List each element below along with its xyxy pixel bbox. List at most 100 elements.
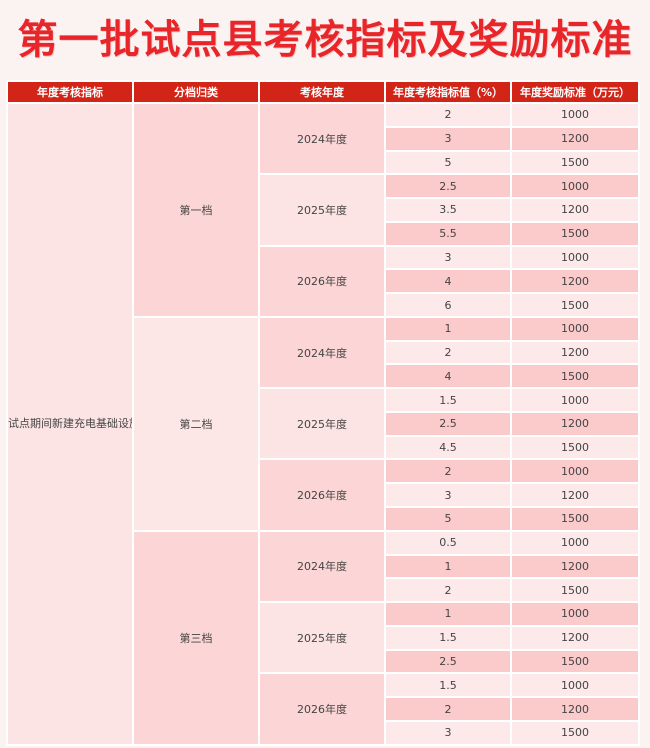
reward-cell: 1000 [510,244,640,271]
target-value-cell: 1 [384,553,512,580]
target-value-cell: 4.5 [384,434,512,461]
tier-cell: 第二档 [132,315,260,532]
reward-cell: 1200 [510,268,640,295]
header-year: 考核年度 [258,80,386,104]
target-value-cell: 2.5 [384,173,512,200]
target-value-cell: 5 [384,149,512,176]
year-cell: 2026年度 [258,458,386,532]
year-cell: 2025年度 [258,601,386,675]
reward-cell: 1500 [510,292,640,318]
reward-cell: 1200 [510,197,640,223]
reward-cell: 1500 [510,220,640,247]
table-row: 4 1200 [7,268,640,295]
target-value-cell: 2.5 [384,648,512,675]
header-tier: 分档归类 [132,80,260,104]
reward-cell: 1000 [510,173,640,200]
table-row: 第二档 2024年度 1 1000 [7,315,640,532]
reward-cell: 1500 [510,363,640,390]
year-cell: 2025年度 [258,387,386,461]
header-target-value: 年度考核指标值（%） [384,80,512,104]
target-value-cell: 2 [384,577,512,604]
target-value-cell: 4 [384,268,512,295]
target-value-cell: 0.5 [384,529,512,556]
year-cell: 2026年度 [258,244,386,318]
target-value-cell: 1 [384,315,512,342]
reward-cell: 1000 [510,387,640,413]
year-cell: 2026年度 [258,672,386,746]
table-body: 试点期间新建充电基础设施功率利用率第一档2024年度21000312005150… [6,101,640,747]
table-row: 5 1500 [7,506,640,532]
target-value-cell: 3 [384,719,512,747]
reward-cell: 1200 [510,624,640,651]
target-value-cell: 2 [384,102,512,128]
target-value-cell: 1.5 [384,387,512,413]
table-row: 4.5 1500 [7,434,640,461]
table-row: 1.5 1200 [7,624,640,651]
table-row: 第三档 2024年度 0.5 1000 [7,529,640,747]
indicator-cell: 试点期间新建充电基础设施功率利用率 [6,102,134,746]
reward-cell: 1200 [510,410,640,437]
table-row: 2.5 1200 [7,410,640,437]
target-value-cell: 1 [384,601,512,627]
table-row: 6 1500 [7,292,640,318]
table-row: 2025年度 1.5 1000 [7,387,640,461]
reward-cell: 1500 [510,149,640,176]
table-row: 试点期间新建充电基础设施功率利用率第一档2024年度21000 [6,101,640,746]
year-cell: 2024年度 [258,315,386,390]
table-row: 2026年度 2 1000 [7,458,640,532]
reward-cell: 1000 [510,672,640,699]
header-reward: 年度奖励标准（万元） [510,80,640,104]
reward-cell: 1000 [510,315,640,342]
reward-cell: 1500 [510,648,640,675]
table-row: 2025年度 1 1000 [7,601,640,675]
header-indicator: 年度考核指标 [6,80,134,104]
reward-cell: 1000 [510,458,640,485]
table-row: 5.5 1500 [7,220,640,247]
target-value-cell: 1.5 [384,672,512,699]
reward-cell: 1000 [510,529,640,556]
table-row: 2 1500 [7,577,640,604]
table-row: 5 1500 [7,149,640,176]
reward-cell: 1200 [510,339,640,366]
table-row: 2 1200 [7,339,640,366]
reward-cell: 1500 [510,434,640,461]
table-row: 2026年度 1.5 1000 [7,672,640,746]
target-value-cell: 2.5 [384,410,512,437]
reward-cell: 1200 [510,482,640,509]
header-row: 年度考核指标 分档归类 考核年度 年度考核指标值（%） 年度奖励标准（万元） [6,80,640,104]
target-value-cell: 2 [384,696,512,722]
table-row: 4 1500 [7,363,640,390]
table-row: 3 1200 [7,125,640,152]
target-value-cell: 1.5 [384,624,512,651]
year-cell: 2024年度 [258,101,386,176]
table-row: 2 1200 [7,696,640,722]
table-row: 2.5 1500 [7,648,640,675]
reward-cell: 1000 [510,102,640,128]
target-value-cell: 3 [384,244,512,271]
reward-cell: 1500 [510,719,640,747]
tier-cell: 第三档 [132,529,260,747]
table-row: 3.5 1200 [7,197,640,223]
target-value-cell: 3 [384,482,512,509]
target-value-cell: 4 [384,363,512,390]
table-row: 3 1200 [7,482,640,509]
reward-cell: 1500 [510,577,640,604]
page-title: 第一批试点县考核指标及奖励标准 [17,17,633,63]
year-cell: 2025年度 [258,173,386,247]
reward-cell: 1000 [510,601,640,627]
reward-cell: 1200 [510,125,640,152]
reward-cell: 1200 [510,696,640,722]
table-row: 1 1200 [7,553,640,580]
target-value-cell: 2 [384,339,512,366]
year-cell: 2024年度 [258,529,386,604]
target-value-cell: 3 [384,125,512,152]
tier-cell: 第一档 [132,102,260,318]
table-row: 2025年度 2.5 1000 [7,173,640,247]
reward-cell: 1500 [510,506,640,532]
table-row: 2026年度 3 1000 [7,244,640,318]
reward-cell: 1200 [510,553,640,580]
target-value-cell: 5.5 [384,220,512,247]
indicator-table: 年度考核指标 分档归类 考核年度 年度考核指标值（%） 年度奖励标准（万元） 试… [6,80,640,747]
target-value-cell: 3.5 [384,197,512,223]
target-value-cell: 6 [384,292,512,318]
